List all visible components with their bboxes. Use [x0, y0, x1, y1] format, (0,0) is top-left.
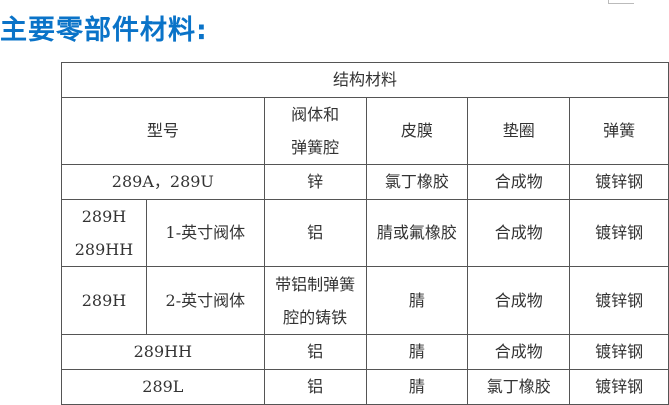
table-row: 289HH 铝 腈 合成物 镀锌钢: [61, 334, 669, 370]
cell-diaphragm: 腈: [365, 334, 469, 370]
cell-gasket: 合成物: [467, 164, 571, 200]
cell-diaphragm: 腈或氟橡胶: [365, 199, 469, 267]
cell-spring: 镀锌钢: [569, 369, 669, 405]
cell-model: 289L: [61, 369, 265, 405]
cell-body: 带铝制弹簧 腔的铸铁: [263, 266, 367, 335]
header-spring: 弹簧: [569, 97, 669, 165]
cell-size: 2-英寸阀体: [145, 266, 265, 335]
cell-model: 289H: [61, 266, 147, 335]
cell-spring: 镀锌钢: [569, 266, 669, 335]
cell-gasket: 合成物: [467, 266, 571, 335]
cell-diaphragm: 腈: [365, 369, 469, 405]
header-gasket: 垫圈: [467, 97, 571, 165]
cell-model: 289HH: [61, 334, 265, 370]
cell-body: 铝: [263, 199, 367, 267]
cell-body: 铝: [263, 334, 367, 370]
cell-body: 锌: [263, 164, 367, 200]
header-body-line2: 弹簧腔: [291, 138, 340, 157]
table-row: 289A，289U 锌 氯丁橡胶 合成物 镀锌钢: [61, 164, 669, 200]
cell-diaphragm: 氯丁橡胶: [365, 164, 469, 200]
cell-gasket: 合成物: [467, 334, 571, 370]
cell-body-line2: 腔的铸铁: [283, 307, 348, 327]
cell-spring: 镀锌钢: [569, 334, 669, 370]
page-corner-mark: [608, 0, 634, 4]
table-caption: 结构材料: [61, 62, 669, 98]
table-row: 289H 2-英寸阀体 带铝制弹簧腔的铸铁 腈 合成物 镀锌钢: [61, 266, 669, 335]
materials-table: 结构材料 型号 阀体和弹簧腔 皮膜 垫圈 弹簧 289A，289U 锌 氯丁橡胶…: [61, 62, 669, 405]
header-diaphragm: 皮膜: [365, 97, 469, 165]
cell-size: 1-英寸阀体: [145, 199, 265, 267]
cell-model: 289H 289HH: [61, 199, 147, 267]
cell-gasket: 合成物: [467, 199, 571, 267]
header-body: 阀体和 弹簧腔: [263, 97, 367, 165]
cell-spring: 镀锌钢: [569, 164, 669, 200]
cell-model: 289A，289U: [61, 164, 265, 200]
table-row: 289H 289HH 1-英寸阀体 铝 腈或氟橡胶 合成物 镀锌钢: [61, 199, 669, 267]
cell-diaphragm: 腈: [365, 266, 469, 335]
section-title: 主要零部件材料:: [0, 15, 208, 46]
table-row: 289L 铝 腈 氯丁橡胶 镀锌钢: [61, 369, 669, 405]
cell-gasket: 氯丁橡胶: [467, 369, 571, 405]
cell-body-line1: 带铝制弹簧: [275, 274, 356, 294]
cell-model-line1: 289H: [81, 207, 127, 226]
cell-model-line2: 289HH: [74, 240, 134, 259]
cell-spring: 镀锌钢: [569, 199, 669, 267]
header-model: 型号: [61, 97, 265, 165]
header-row: 型号 阀体和弹簧腔 皮膜 垫圈 弹簧: [61, 97, 669, 165]
cell-body: 铝: [263, 369, 367, 405]
header-body-line1: 阀体和: [291, 105, 340, 124]
